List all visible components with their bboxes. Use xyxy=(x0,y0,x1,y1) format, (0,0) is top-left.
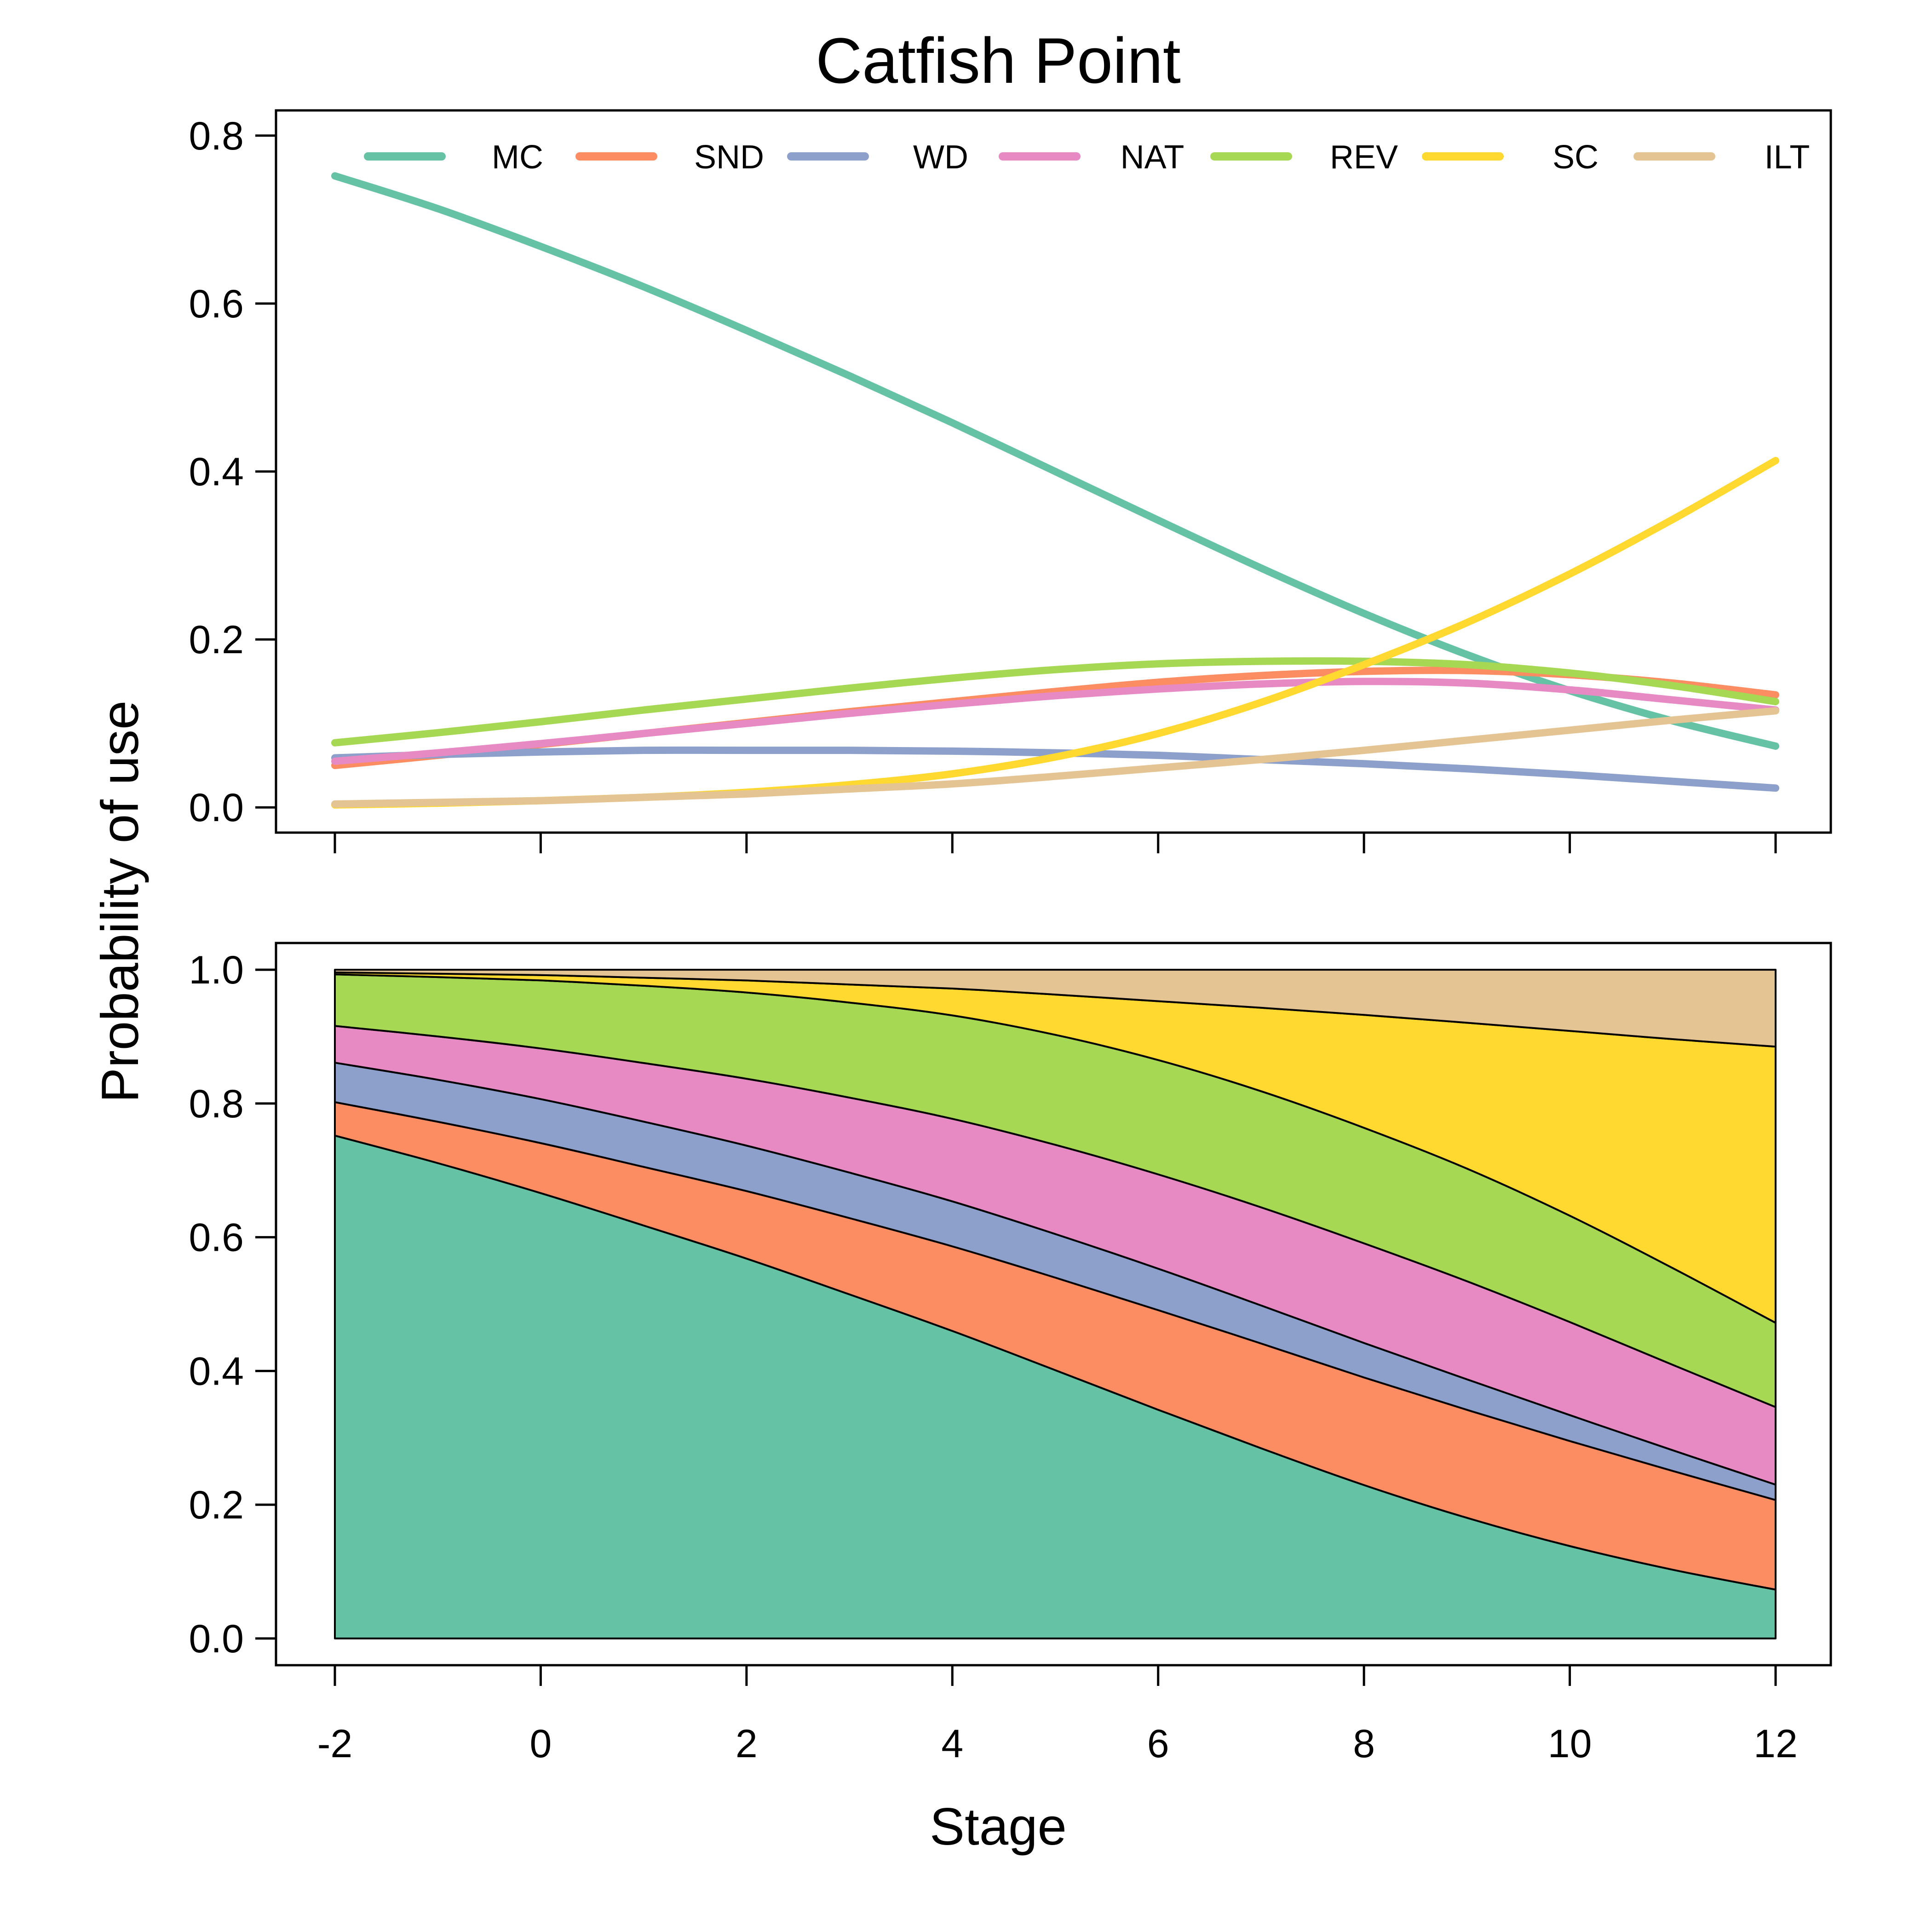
line-mc xyxy=(331,172,1779,750)
top-y-tick-label: 0.2 xyxy=(189,618,244,662)
bottom-y-tick-label: 0.2 xyxy=(189,1483,244,1527)
line-rev xyxy=(331,657,1779,747)
bottom-y-tick-label: 0.6 xyxy=(189,1216,244,1260)
legend: MC SND WD NAT REV SC ILT xyxy=(364,139,1810,176)
line-nat xyxy=(331,678,1779,765)
legend-item-nat: NAT xyxy=(999,139,1184,176)
bottom-y-axis: 0.0 0.2 0.4 0.6 0.8 1.0 xyxy=(189,948,277,1661)
chart-title: Catfish Point xyxy=(816,24,1181,97)
x-tick-label: 4 xyxy=(941,1722,963,1766)
top-y-tick-label: 0.0 xyxy=(189,786,244,830)
top-y-tick-label: 0.6 xyxy=(189,282,244,326)
legend-label: MC xyxy=(492,139,543,176)
bottom-y-tick-label: 1.0 xyxy=(189,948,244,992)
stacked-area-panel: 0.0 0.2 0.4 0.6 0.8 1.0 -2 0 2 4 6 8 10 12 xyxy=(189,942,1832,1766)
line-wd xyxy=(331,746,1779,792)
legend-label: ILT xyxy=(1765,139,1810,176)
bottom-y-tick-label: 0.0 xyxy=(189,1617,244,1661)
legend-label: WD xyxy=(913,139,968,176)
top-x-ticks xyxy=(334,831,1777,853)
x-tick-label: 2 xyxy=(736,1722,758,1766)
series-lines xyxy=(331,172,1779,809)
line-ilt xyxy=(331,707,1779,808)
x-tick-label: 12 xyxy=(1754,1722,1798,1766)
x-tick-label: 0 xyxy=(530,1722,552,1766)
x-tick-label: 6 xyxy=(1147,1722,1169,1766)
legend-label: NAT xyxy=(1121,139,1184,176)
top-y-axis: 0.0 0.2 0.4 0.6 0.8 xyxy=(189,114,277,830)
x-tick-label: -2 xyxy=(317,1722,352,1766)
y-axis-label: Probability of use xyxy=(91,701,150,1103)
legend-label: SND xyxy=(694,139,764,176)
legend-label: REV xyxy=(1330,139,1398,176)
legend-item-wd: WD xyxy=(787,139,968,176)
legend-item-mc: MC xyxy=(364,139,543,176)
legend-item-sc: SC xyxy=(1422,139,1598,176)
x-tick-label: 8 xyxy=(1353,1722,1375,1766)
legend-item-ilt: ILT xyxy=(1633,139,1810,176)
legend-label: SC xyxy=(1552,139,1598,176)
legend-item-rev: REV xyxy=(1210,139,1398,176)
top-y-tick-label: 0.8 xyxy=(189,114,244,158)
x-tick-label: 10 xyxy=(1548,1722,1592,1766)
bottom-y-tick-label: 0.8 xyxy=(189,1082,244,1126)
top-y-tick-label: 0.4 xyxy=(189,450,244,494)
legend-item-snd: SND xyxy=(575,139,764,176)
line-panel: 0.0 0.2 0.4 0.6 0.8 MC SND WD NAT REV SC ILT xyxy=(189,109,1832,853)
area-ilt xyxy=(334,969,1777,1048)
bottom-x-ticks: -2 0 2 4 6 8 10 12 xyxy=(317,1664,1798,1766)
stacked-areas xyxy=(334,969,1777,1639)
x-axis-label: Stage xyxy=(930,1798,1067,1856)
bottom-y-tick-label: 0.4 xyxy=(189,1349,244,1393)
